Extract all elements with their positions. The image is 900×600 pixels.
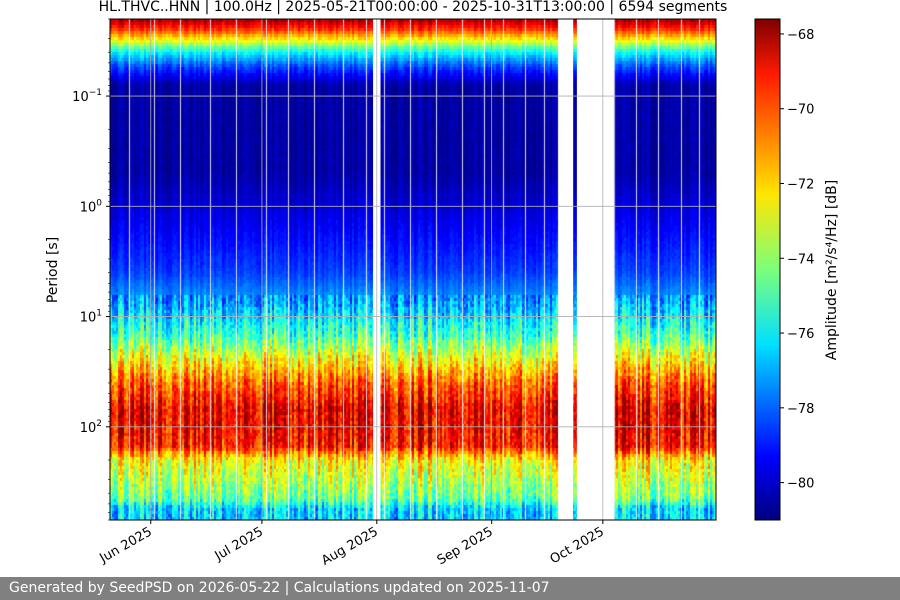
colorbar-tick-label: −76: [787, 327, 814, 342]
y-tick-label: 102: [80, 419, 102, 436]
x-tick-label: Sep 2025: [435, 524, 496, 568]
colorbar-tick-label: −68: [787, 28, 814, 43]
x-axis: Jun 2025 Jul 2025 Aug 2025 Sep 2025 Oct 2025: [97, 520, 607, 569]
colorbar-gradient: [754, 18, 781, 521]
colorbar-tick-label: −78: [787, 402, 814, 417]
chart-title: HL.THVC..HNN | 100.0Hz | 2025-05-21T00:0…: [99, 0, 728, 15]
colorbar: −68 −70 −72 −74 −76 −78 −80 Amplitude [m²/s⁴/H…: [754, 18, 840, 521]
colorbar-tick-label: −80: [787, 477, 814, 492]
colorbar-tick-label: −72: [787, 178, 814, 193]
data-gap: [558, 19, 574, 520]
plot-frame: [109, 18, 717, 521]
grid-lines: [110, 19, 716, 520]
x-tick-label: Oct 2025: [548, 524, 607, 567]
y-tick-label: 10−1: [72, 88, 102, 105]
x-tick-label: Jul 2025: [212, 524, 266, 564]
y-axis-label: Period [s]: [45, 237, 61, 303]
footer-bar: Generated by SeedPSD on 2026-05-22 | Cal…: [0, 577, 900, 600]
y-axis: 10−1 100 101 102: [72, 18, 110, 521]
colorbar-label: Amplitude [m²/s⁴/Hz] [dB]: [824, 180, 840, 360]
x-tick-label: Aug 2025: [319, 524, 381, 568]
colorbar-ticks: −68 −70 −72 −74 −76 −78 −80: [780, 28, 814, 492]
y-tick-label: 101: [80, 309, 102, 326]
colorbar-tick-label: −70: [787, 103, 814, 118]
colorbar-tick-label: −74: [787, 252, 814, 267]
spectrogram-heatmap: [110, 19, 716, 520]
data-gap: [576, 19, 614, 520]
spectrogram-plot: 10−1 100 101 102 Jun 2025 Jul 2025 Aug 2025 Se…: [45, 18, 717, 569]
y-tick-label: 100: [80, 198, 103, 215]
x-tick-label: Jun 2025: [97, 524, 155, 566]
